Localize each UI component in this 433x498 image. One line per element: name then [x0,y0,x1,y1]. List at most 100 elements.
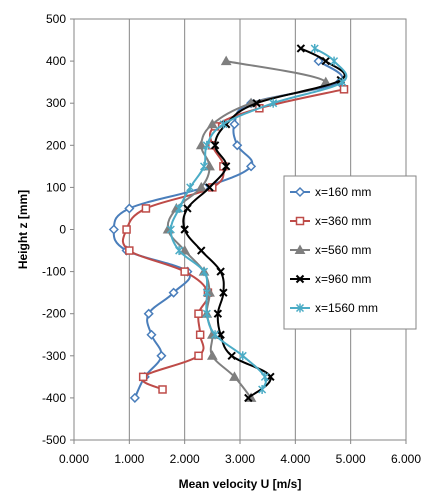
data-point [124,203,135,214]
legend-item: x=360 mm [290,214,371,228]
data-point [166,225,175,234]
data-point [219,119,228,129]
data-point [246,161,257,172]
data-point [108,224,119,235]
data-point [204,160,215,171]
series-layer [108,43,349,403]
y-axis-tick-labels: -500 -400 -300 -200 -100 0 100 200 300 400 500 [42,12,74,447]
data-point [321,56,330,66]
data-point [175,246,184,256]
data-point [229,119,240,130]
data-point [138,372,148,382]
data-point [179,245,191,255]
legend-marker [294,186,306,198]
y-tick-label: -500 [42,433,66,447]
data-point [260,372,269,382]
data-point [143,308,154,319]
data-point [194,309,203,318]
data-point [195,330,205,339]
x-tick-label: 3.000 [225,452,255,466]
x-tick-label: 2.000 [170,452,200,466]
data-point [183,204,192,213]
legend-label: x=160 mm [315,185,371,199]
data-point [202,309,211,319]
legend-label: x=960 mm [315,272,371,286]
x-tick-label: 0.000 [59,452,89,466]
data-point [206,118,218,129]
data-point [238,351,247,361]
data-point [313,56,324,67]
data-point [252,98,261,108]
data-point [210,141,220,150]
legend-item: x=560 mm [290,243,371,257]
x-tick-label: 1.000 [114,452,144,466]
y-tick-label: -300 [42,349,66,363]
legend-item: x=1560 mm [290,301,378,315]
legend-marker [295,216,305,226]
legend-marker [294,244,306,254]
legend-box [283,175,417,330]
y-tick-label: -100 [42,265,66,279]
y-tick-label: 200 [46,138,66,152]
data-point [213,309,223,318]
data-point [227,351,236,361]
data-point [229,371,240,381]
y-tick-label: -200 [42,307,66,321]
data-point [244,393,253,403]
data-point [211,330,220,340]
data-point [158,385,167,394]
data-point [202,288,211,298]
y-tick-label: 400 [46,54,66,68]
data-point [330,56,339,66]
data-point [156,350,167,361]
x-tick-label: 4.000 [280,452,310,466]
x-tick-label: 6.000 [391,452,421,466]
legend-items: x=160 mm x=360 mm x=560 mm x=960 mm x=1560 m… [290,185,378,315]
data-point [141,204,151,213]
data-point [205,183,214,192]
legend-marker [295,274,305,284]
x-tick-label: 5.000 [336,452,366,466]
data-point [180,225,189,234]
x-axis-tick-labels: 0.000 1.000 2.000 3.000 4.000 5.000 6.000 [59,440,421,466]
data-point [146,329,157,340]
data-point [129,392,140,403]
data-point [197,246,206,255]
data-point [216,267,225,276]
data-point [206,350,218,360]
data-point [202,140,211,150]
legend-marker [295,303,305,313]
data-point [194,351,203,361]
data-point [220,55,232,66]
data-point [219,288,228,297]
y-tick-label: -400 [42,391,66,405]
y-tick-label: 300 [46,96,66,110]
data-point [180,267,189,276]
data-point [338,77,347,87]
data-point [232,140,243,151]
data-point [200,267,209,277]
legend-label: x=360 mm [315,214,371,228]
data-point [168,287,179,298]
legend-item: x=960 mm [290,272,371,286]
data-point [258,384,267,394]
data-point [310,43,319,53]
data-point [200,161,209,171]
legend-item: x=160 mm [290,185,371,199]
series-line [121,88,345,391]
data-point [296,44,306,53]
data-point [339,85,349,94]
data-point [125,246,134,255]
legend-label: x=560 mm [315,243,371,257]
x-axis-title: Mean velocity U [m/s] [179,477,302,491]
y-tick-label: 0 [59,223,66,237]
data-point [269,98,278,108]
data-point [195,139,207,150]
data-point [175,203,184,213]
data-point [122,225,131,234]
data-point [186,182,195,192]
series-5 [166,43,348,394]
y-tick-label: 100 [46,180,66,194]
legend-label: x=1560 mm [315,301,378,315]
